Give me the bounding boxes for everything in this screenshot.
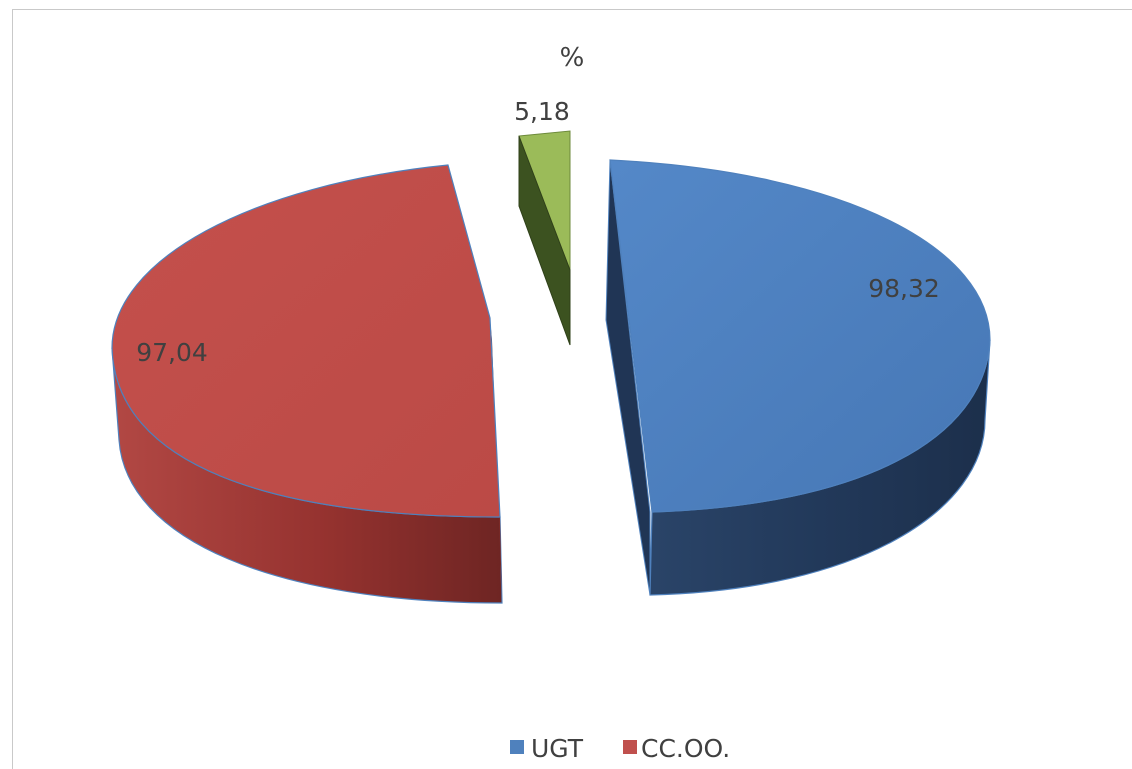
legend: UGT CC.OO.	[510, 734, 730, 763]
legend-swatch-ugt	[510, 740, 524, 754]
chart-title: %	[560, 43, 585, 73]
data-label-slice-3: 5,18	[514, 97, 570, 126]
pie-slice-ugt	[605, 159, 991, 596]
legend-swatch-cc-oo	[623, 740, 637, 754]
legend-label-ugt: UGT	[531, 734, 584, 763]
pie-slice-cc-oo	[111, 164, 503, 604]
legend-item-ugt: UGT	[510, 734, 584, 763]
legend-item-cc-oo: CC.OO.	[623, 734, 730, 763]
data-label-cc-oo: 97,04	[136, 338, 208, 367]
legend-label-cc-oo: CC.OO.	[641, 734, 730, 763]
data-label-ugt: 98,32	[868, 274, 940, 303]
pie-slice-3	[518, 130, 571, 346]
